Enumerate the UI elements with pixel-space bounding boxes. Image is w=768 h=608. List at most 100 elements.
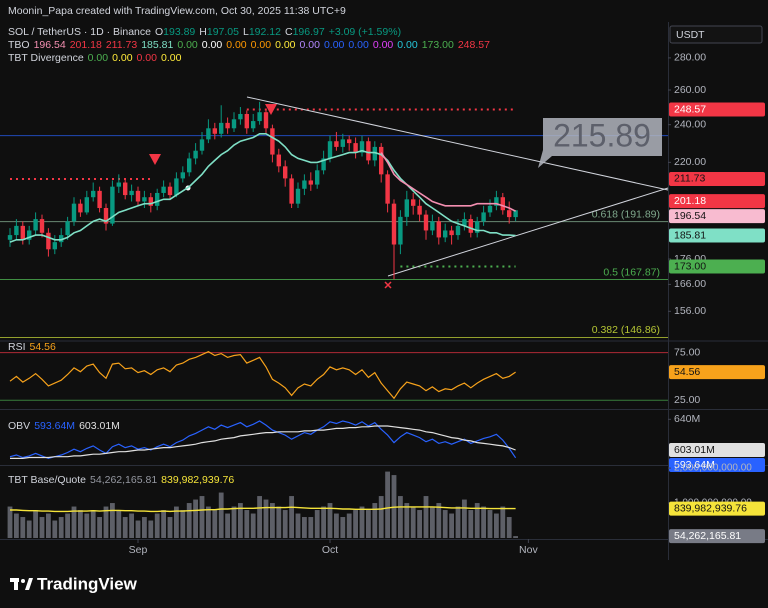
y-tick-label: 280.00 — [674, 52, 706, 64]
indicator-name: TBT Divergence — [8, 52, 84, 64]
candle-body — [231, 119, 237, 129]
volume-bar — [410, 506, 416, 538]
volume-bar — [449, 513, 454, 538]
volume-bar — [52, 520, 58, 538]
price-label-box — [669, 171, 765, 186]
candle-body — [436, 221, 441, 238]
candle-body — [84, 197, 89, 213]
candle-body — [481, 212, 486, 222]
volume-bar — [174, 506, 179, 538]
candle-body — [487, 205, 493, 213]
price-label: 593.64M — [674, 459, 715, 471]
fib-label: 0.618 (191.89) — [592, 208, 660, 220]
volume-bar — [430, 506, 435, 538]
volume-bar — [513, 536, 518, 538]
volume-bar — [359, 506, 365, 538]
volume-bar — [7, 506, 13, 538]
candle-body — [353, 143, 358, 153]
volume-bar — [340, 517, 346, 538]
candle-body — [199, 139, 205, 151]
candle-body — [187, 158, 192, 173]
volume-legend: TBT Base/Quote 54,262,165.81 839,982,939.7… — [8, 474, 238, 487]
candle-body — [103, 208, 109, 224]
volume-bar — [212, 510, 218, 538]
candle-body — [39, 219, 45, 233]
candle-body — [443, 230, 448, 238]
volume-bar — [26, 520, 32, 538]
candle-body — [142, 197, 147, 202]
indicator-value: 54.56 — [29, 341, 56, 353]
divergence-legend: TBT Divergence 0.00 0.00 0.00 0.00 — [8, 52, 185, 65]
x-tick-label: Nov — [519, 544, 538, 556]
ohlc-value: 192.12 — [248, 26, 281, 38]
indicator-value: 54,262,165.81 — [90, 474, 158, 486]
volume-bar — [372, 503, 378, 538]
volume-bar — [58, 517, 64, 538]
candle-body — [14, 225, 19, 236]
indicator-name: RSI — [8, 341, 26, 353]
indicator-value: 201.18 — [69, 39, 102, 51]
indicator-value: 248.57 — [457, 39, 490, 51]
fib-label: 0.382 (146.86) — [592, 324, 660, 336]
candle-body — [500, 197, 505, 211]
volume-bar — [71, 506, 77, 538]
price-label-box — [669, 102, 765, 117]
volume-bar — [346, 513, 352, 538]
volume-bar — [225, 513, 230, 538]
candle-body — [455, 225, 461, 236]
candle-body — [391, 203, 397, 245]
volume-bar — [206, 506, 211, 538]
volume-bar — [506, 517, 512, 538]
y-tick-label: 156.00 — [674, 305, 706, 317]
candle-body — [308, 180, 313, 185]
price-label-box — [669, 228, 765, 243]
volume-bar — [199, 496, 205, 538]
indicator-value: 0.00 — [348, 39, 369, 51]
candle-body — [46, 232, 51, 250]
indicator-line — [380, 152, 516, 212]
volume-bar — [84, 513, 90, 538]
indicator-value: 0.00 — [226, 39, 247, 51]
indicator-value: 0.00 — [299, 39, 320, 51]
indicator-value: 0.00 — [250, 39, 272, 51]
ma-line — [10, 506, 516, 513]
candle-body — [327, 141, 333, 159]
price-label-box — [669, 365, 765, 380]
candle-body — [321, 158, 326, 171]
price-legend: SOL / TetherUS · 1D · Binance O193.89 H197… — [8, 26, 405, 39]
indicator-value: 0.00 — [201, 39, 223, 51]
candle-body — [340, 139, 345, 147]
candle-body — [270, 128, 275, 155]
ohlc-value: 193.89 — [163, 26, 196, 38]
volume-bar — [110, 503, 115, 538]
price-label: 196.54 — [674, 210, 706, 222]
candle-body — [20, 225, 25, 240]
y-tick-label: 75.00 — [674, 346, 700, 358]
candle-body — [430, 221, 435, 231]
volume-bar — [295, 513, 301, 538]
volume-bar — [148, 520, 154, 538]
candle-body — [366, 141, 371, 161]
price-label: 185.81 — [674, 229, 706, 241]
indicator-value: 173.00 — [421, 39, 454, 51]
volume-bar — [103, 506, 109, 538]
volume-bar — [238, 503, 243, 538]
price-label: 173.00 — [674, 260, 706, 272]
cross-signal — [384, 281, 392, 289]
volume-bar — [46, 513, 51, 538]
volume-bar — [39, 517, 45, 538]
volume-bar — [353, 510, 358, 538]
volume-bar — [282, 510, 288, 538]
volume-bar — [417, 510, 422, 538]
price-label: 211.73 — [674, 173, 705, 185]
indicator-value: 0.00 — [397, 39, 418, 51]
price-label-box — [669, 443, 765, 458]
ohlc-letter: O — [154, 26, 164, 38]
candle-body — [494, 197, 499, 206]
candle-body — [65, 221, 70, 236]
y-tick-label: 166.00 — [674, 278, 706, 290]
volume-bar — [462, 499, 467, 538]
indicator-value: 0.00 — [275, 39, 296, 51]
candle-body — [193, 150, 198, 159]
candle-body — [7, 235, 13, 240]
